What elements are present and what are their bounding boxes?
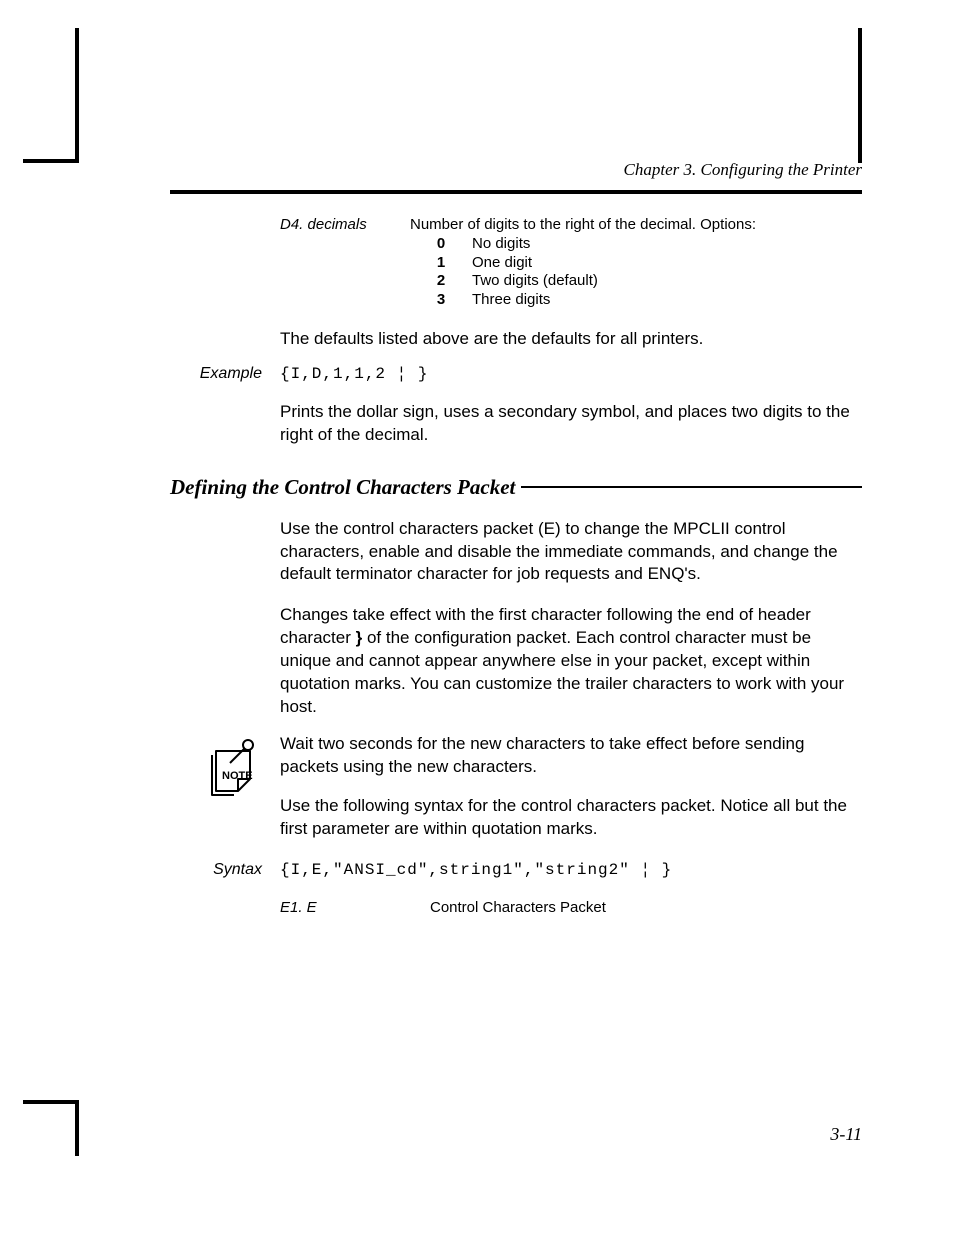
section-title: Defining the Control Characters Packet	[170, 475, 515, 500]
option-row: 3 Three digits	[410, 291, 862, 310]
header-rule	[170, 190, 862, 194]
param-desc: Number of digits to the right of the dec…	[410, 216, 862, 235]
svg-text:NOTE: NOTE	[222, 770, 253, 782]
defaults-paragraph: The defaults listed above are the defaul…	[280, 328, 862, 351]
section-para-2: Changes take effect with the first chara…	[280, 604, 862, 719]
section-heading: Defining the Control Characters Packet	[170, 475, 862, 500]
e1-desc: Control Characters Packet	[430, 899, 606, 916]
running-head: Chapter 3. Configuring the Printer	[170, 160, 862, 180]
option-row: 2 Two digits (default)	[410, 272, 862, 291]
section-rule	[521, 486, 862, 488]
option-row: 0 No digits	[410, 235, 862, 254]
syntax-code: {I,E,"ANSI_cd",string1","string2" ¦ }	[280, 861, 672, 879]
example-label: Example	[170, 365, 280, 383]
syntax-label: Syntax	[170, 861, 280, 879]
e1-label: E1. E	[280, 899, 430, 916]
syntax-line: Syntax {I,E,"ANSI_cd",string1","string2"…	[170, 861, 862, 879]
note-para-1: Wait two seconds for the new characters …	[280, 733, 862, 779]
note-text: Wait two seconds for the new characters …	[280, 733, 862, 841]
example-line: Example {I,D,1,1,2 ¦ }	[170, 365, 862, 383]
section-para-1: Use the control characters packet (E) to…	[280, 518, 862, 587]
param-label: D4. decimals	[280, 216, 410, 235]
page-content: Chapter 3. Configuring the Printer D4. d…	[170, 160, 862, 1135]
note-icon: NOTE	[170, 733, 280, 797]
options-table: 0 No digits 1 One digit 2 Two digits (de…	[410, 235, 862, 310]
page-number: 3-11	[830, 1124, 862, 1145]
param-block: D4. decimals Number of digits to the rig…	[280, 216, 862, 310]
example-code: {I,D,1,1,2 ¦ }	[280, 365, 428, 383]
note-block: NOTE Wait two seconds for the new charac…	[170, 733, 862, 841]
option-row: 1 One digit	[410, 254, 862, 273]
example-paragraph: Prints the dollar sign, uses a secondary…	[280, 401, 862, 447]
note-para-2: Use the following syntax for the control…	[280, 795, 862, 841]
e1-block: E1. E Control Characters Packet	[280, 899, 862, 916]
